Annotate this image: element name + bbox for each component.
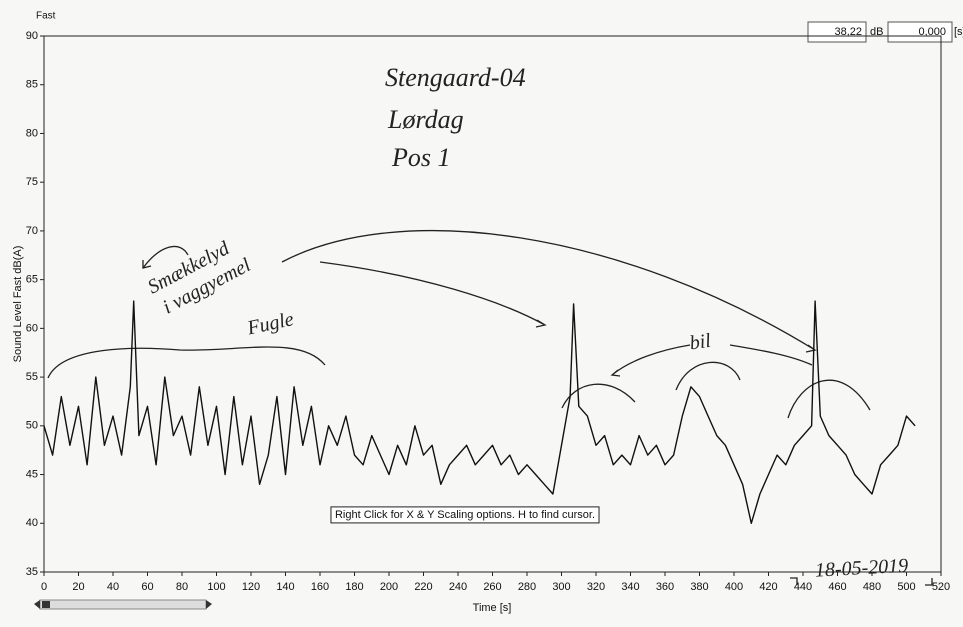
y-tick-label: 60 (26, 322, 38, 334)
tooltip-text: Right Click for X & Y Scaling options. H… (335, 509, 595, 521)
y-tick-label: 50 (26, 420, 38, 432)
handwritten-note: Fugle (244, 308, 295, 339)
y-tick-label: 90 (26, 30, 38, 42)
tooltip-box (330, 506, 600, 524)
x-tick-label: 240 (449, 581, 467, 593)
y-tick-label: 70 (26, 225, 38, 237)
x-tick-label: 460 (828, 581, 846, 593)
handwritten-note: Pos 1 (391, 143, 451, 172)
handwritten-marks (47, 230, 933, 586)
x-tick-label: 260 (483, 581, 501, 593)
x-tick-label: 320 (587, 581, 605, 593)
handwritten-note: Lørdag (387, 105, 464, 134)
x-tick-label: 440 (794, 581, 812, 593)
level-value: 38,22 (834, 26, 862, 38)
sound-level-line (43, 300, 916, 524)
x-tick-label: 480 (863, 581, 881, 593)
handwritten-note: Stengaard-04 (385, 63, 526, 92)
x-tick-label: 120 (242, 581, 260, 593)
y-tick-label: 40 (26, 517, 38, 529)
time-value: 0,000 (918, 26, 946, 38)
x-tick-label: 0 (41, 581, 47, 593)
x-tick-label: 420 (759, 581, 777, 593)
y-tick-label: 75 (26, 176, 38, 188)
x-tick-label: 360 (656, 581, 674, 593)
x-tick-label: 520 (932, 581, 950, 593)
time-box (887, 21, 953, 43)
y-axis-label: Sound Level Fast dB(A) (12, 246, 24, 363)
x-tick-label: 400 (725, 581, 743, 593)
y-tick-label: 65 (26, 274, 38, 286)
y-tick-label: 55 (26, 371, 38, 383)
level-unit: dB (870, 26, 883, 38)
x-tick-label: 500 (897, 581, 915, 593)
x-axis-label: Time [s] (473, 602, 512, 614)
y-tick-label: 35 (26, 566, 38, 578)
x-tick-label: 220 (414, 581, 432, 593)
x-tick-label: 80 (176, 581, 188, 593)
x-tick-label: 40 (107, 581, 119, 593)
level-box (807, 21, 867, 43)
x-tick-label: 140 (276, 581, 294, 593)
y-tick-label: 85 (26, 79, 38, 91)
y-tick-label: 45 (26, 468, 38, 480)
handwritten-note: 18-05-2019 (814, 555, 908, 582)
x-tick-label: 280 (518, 581, 536, 593)
x-tick-label: 160 (311, 581, 329, 593)
tooltip: Right Click for X & Y Scaling options. H… (330, 506, 600, 524)
x-tick-label: 100 (207, 581, 225, 593)
x-tick-label: 380 (690, 581, 708, 593)
mode-label: Fast (36, 11, 56, 22)
x-tick-label: 340 (621, 581, 639, 593)
x-tick-label: 60 (141, 581, 153, 593)
y-tick-label: 80 (26, 127, 38, 139)
time-unit: [s] (954, 26, 963, 38)
handwritten-note: bil (688, 330, 712, 355)
x-tick-label: 180 (345, 581, 363, 593)
scrollbar[interactable] (34, 599, 212, 610)
x-tick-label: 200 (380, 581, 398, 593)
x-tick-label: 20 (72, 581, 84, 593)
x-tick-label: 300 (552, 581, 570, 593)
